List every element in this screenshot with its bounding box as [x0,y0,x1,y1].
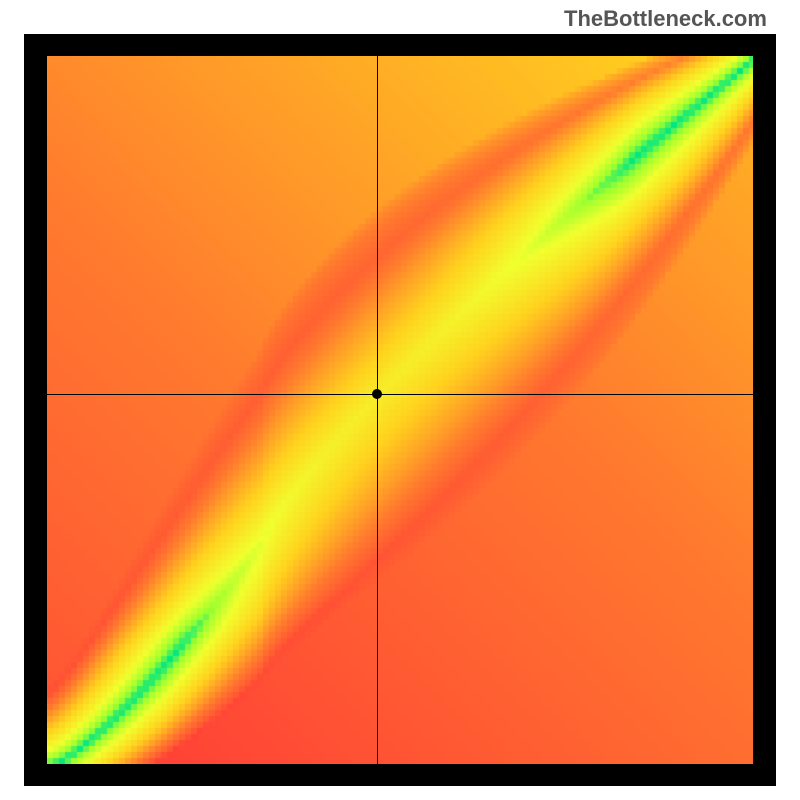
marker-point [372,389,382,399]
plot-area [47,56,753,764]
chart-frame [24,34,776,786]
crosshair-vertical [377,56,378,764]
watermark-text: TheBottleneck.com [564,6,767,32]
crosshair-horizontal [47,394,753,395]
